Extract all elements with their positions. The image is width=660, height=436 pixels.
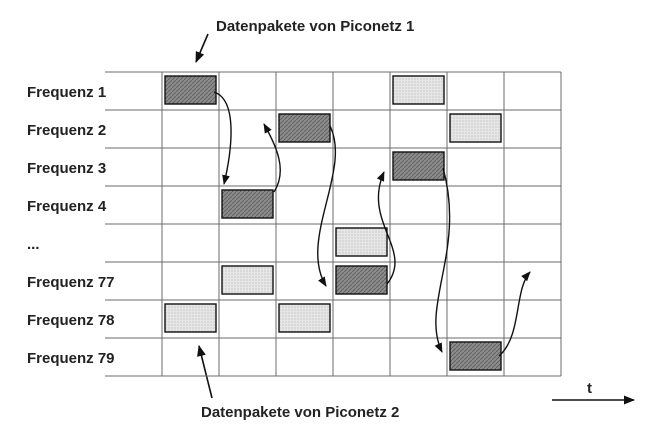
piconet-1-packet bbox=[449, 341, 502, 371]
hop-arrow-6 bbox=[498, 271, 531, 357]
piconet-2-packet bbox=[449, 113, 502, 143]
hop-arrows bbox=[213, 91, 531, 357]
caption-top-pointer-arrow bbox=[195, 33, 209, 64]
packets-layer bbox=[164, 75, 502, 371]
piconet-2-packet bbox=[164, 303, 217, 333]
piconet-1-packet bbox=[278, 113, 331, 143]
piconet-2-packet bbox=[278, 303, 331, 333]
frequency-label: Frequenz 1 bbox=[27, 84, 106, 101]
piconet-2-packet bbox=[221, 265, 274, 295]
piconet-2-packet bbox=[335, 227, 388, 257]
frequency-label: Frequenz 78 bbox=[27, 312, 115, 329]
hop-arrow-3 bbox=[317, 125, 336, 287]
piconet-1-packet bbox=[335, 265, 388, 295]
frequency-time-grid bbox=[105, 71, 562, 377]
caption-piconet-1: Datenpakete von Piconetz 1 bbox=[216, 18, 414, 35]
piconet-2-packet bbox=[392, 75, 445, 105]
frequency-label: Frequenz 2 bbox=[27, 122, 106, 139]
frequency-label: Frequenz 79 bbox=[27, 350, 115, 367]
piconet-1-packet bbox=[221, 189, 274, 219]
frequency-label: Frequenz 4 bbox=[27, 198, 107, 215]
hop-arrow-5 bbox=[434, 167, 451, 353]
frequency-label: Frequenz 3 bbox=[27, 160, 106, 177]
piconet-1-packet bbox=[164, 75, 217, 105]
frequency-label: ... bbox=[27, 236, 40, 253]
caption-bottom-pointer-arrow bbox=[197, 344, 213, 399]
time-axis-label: t bbox=[587, 380, 592, 397]
frequency-label: Frequenz 77 bbox=[27, 274, 115, 291]
caption-piconet-2: Datenpakete von Piconetz 2 bbox=[201, 404, 399, 421]
hop-arrow-1 bbox=[213, 91, 232, 185]
hop-arrow-4 bbox=[376, 171, 396, 285]
frequency-labels: Frequenz 1 Frequenz 2 Frequenz 3 Frequenz 4… bbox=[27, 84, 115, 367]
piconet-1-packet bbox=[392, 151, 445, 181]
hop-arrow-2 bbox=[263, 123, 281, 193]
